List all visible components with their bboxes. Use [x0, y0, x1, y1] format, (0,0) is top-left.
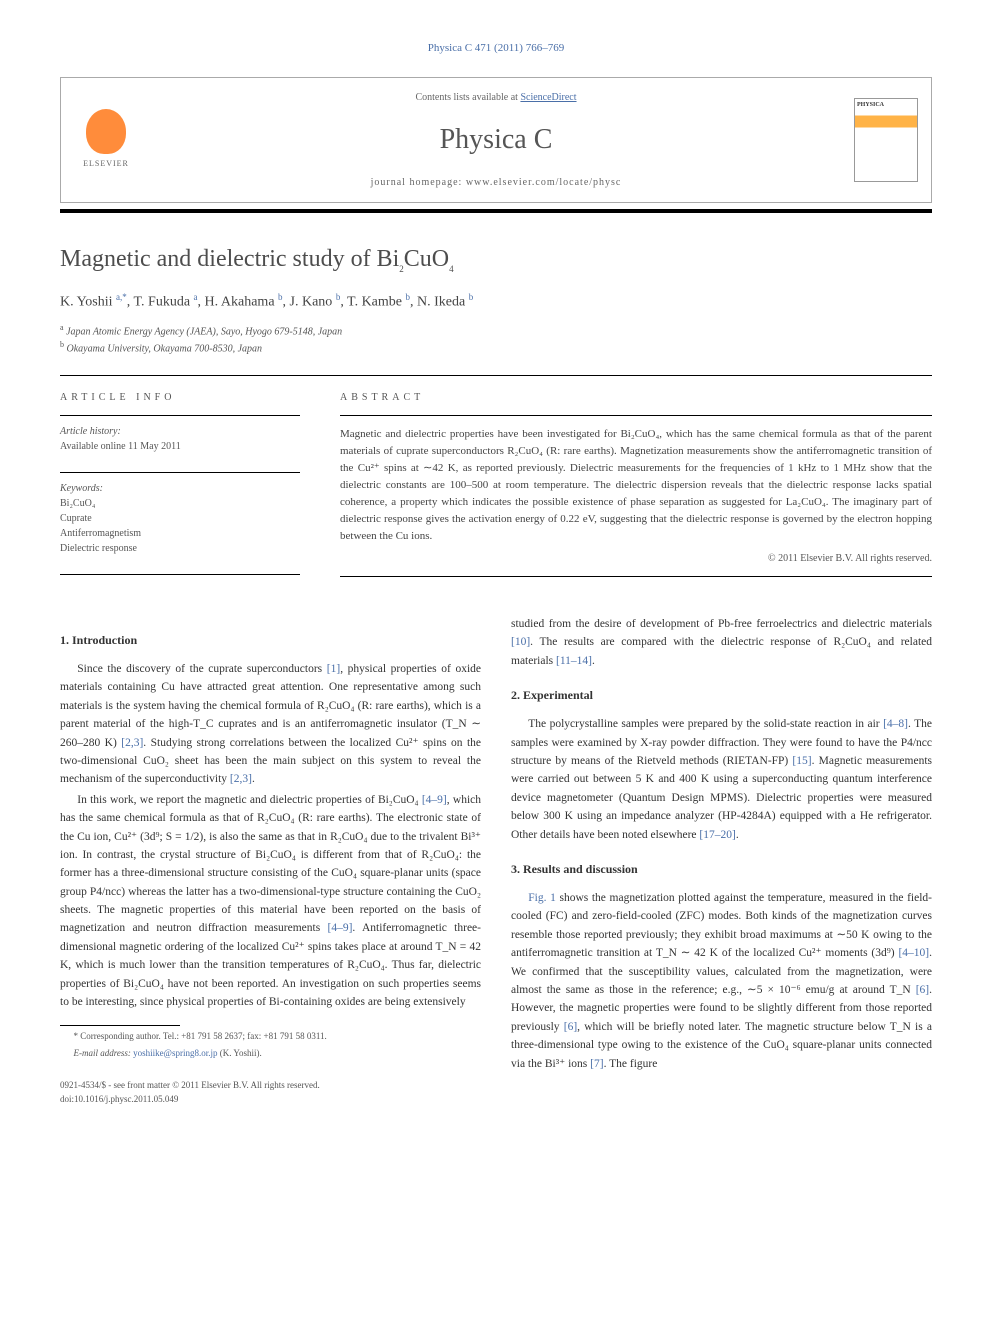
results-heading: 3. Results and discussion — [511, 860, 932, 879]
email-label: E-mail address: — [74, 1048, 131, 1058]
history-value: Available online 11 May 2011 — [60, 439, 300, 454]
abstract-heading: ABSTRACT — [340, 390, 932, 405]
exp-p1: The polycrystalline samples were prepare… — [511, 715, 932, 844]
elsevier-tree-icon — [86, 109, 126, 154]
elsevier-logo: ELSEVIER — [76, 105, 136, 175]
front-matter: 0921-4534/$ - see front matter © 2011 El… — [60, 1078, 320, 1092]
affiliations: a Japan Atomic Energy Agency (JAEA), Say… — [60, 322, 932, 357]
keyword-2: Antiferromagnetism — [60, 526, 300, 541]
keyword-0: Bi₂CuO₄ — [60, 496, 300, 511]
keyword-3: Dielectric response — [60, 541, 300, 556]
doi: doi:10.1016/j.physc.2011.05.049 — [60, 1092, 320, 1106]
masthead: ELSEVIER Contents lists available at Sci… — [60, 77, 932, 203]
sciencedirect-link[interactable]: ScienceDirect — [520, 92, 576, 103]
body-columns: 1. Introduction Since the discovery of t… — [60, 615, 932, 1107]
intro-p2: In this work, we report the magnetic and… — [60, 791, 481, 1012]
intro-p1: Since the discovery of the cuprate super… — [60, 660, 481, 789]
footnote-rule — [60, 1025, 180, 1026]
thick-rule — [60, 209, 932, 213]
homepage-url[interactable]: www.elsevier.com/locate/physc — [466, 177, 622, 188]
elsevier-wordmark: ELSEVIER — [83, 158, 129, 170]
experimental-heading: 2. Experimental — [511, 686, 932, 705]
masthead-center: Contents lists available at ScienceDirec… — [151, 78, 841, 202]
res-p1: Fig. 1 shows the magnetization plotted a… — [511, 889, 932, 1073]
corresponding-author: * Corresponding author. Tel.: +81 791 58… — [60, 1030, 481, 1043]
homepage-prefix: journal homepage: — [371, 177, 466, 188]
affiliation-a-text: Japan Atomic Energy Agency (JAEA), Sayo,… — [66, 326, 342, 337]
affiliation-b-text: Okayama University, Okayama 700-8530, Ja… — [67, 344, 263, 355]
intro-heading: 1. Introduction — [60, 631, 481, 650]
contents-prefix: Contents lists available at — [415, 92, 520, 103]
footer-left: 0921-4534/$ - see front matter © 2011 El… — [60, 1078, 320, 1107]
journal-homepage: journal homepage: www.elsevier.com/locat… — [151, 175, 841, 190]
title-sub2: 4 — [449, 263, 454, 273]
authors-line: K. Yoshii a,*, T. Fukuda a, H. Akahama b… — [60, 291, 932, 313]
header-citation: Physica C 471 (2011) 766–769 — [60, 40, 932, 57]
cover-cell — [841, 78, 931, 202]
publisher-logo-cell: ELSEVIER — [61, 78, 151, 202]
title-pre: Magnetic and dielectric study of Bi — [60, 246, 399, 272]
email-who: (K. Yoshii). — [220, 1048, 262, 1058]
keywords-label: Keywords: — [60, 481, 300, 496]
email-line: E-mail address: yoshiike@spring8.or.jp (… — [60, 1047, 481, 1060]
title-mid: CuO — [404, 246, 449, 272]
abstract-copyright: © 2011 Elsevier B.V. All rights reserved… — [340, 551, 932, 566]
article-info-heading: ARTICLE INFO — [60, 390, 300, 405]
contents-line: Contents lists available at ScienceDirec… — [151, 90, 841, 105]
meta-row: ARTICLE INFO Article history: Available … — [60, 390, 932, 583]
article-history: Article history: Available online 11 May… — [60, 424, 300, 464]
article-title: Magnetic and dielectric study of Bi2CuO4 — [60, 241, 932, 277]
affiliation-a: a Japan Atomic Energy Agency (JAEA), Say… — [60, 322, 932, 339]
keywords-block: Keywords: Bi₂CuO₄ Cuprate Antiferromagne… — [60, 481, 300, 566]
journal-name: Physica C — [151, 119, 841, 161]
abstract-block: ABSTRACT Magnetic and dielectric propert… — [340, 390, 932, 583]
email-link[interactable]: yoshiike@spring8.or.jp — [133, 1048, 217, 1058]
keyword-1: Cuprate — [60, 511, 300, 526]
article-info: ARTICLE INFO Article history: Available … — [60, 390, 300, 583]
history-label: Article history: — [60, 424, 300, 439]
journal-cover-thumb — [854, 98, 918, 182]
meta-rule-top — [60, 375, 932, 376]
affiliation-b: b Okayama University, Okayama 700-8530, … — [60, 339, 932, 356]
intro-p2-cont: studied from the desire of development o… — [511, 615, 932, 670]
abstract-text: Magnetic and dielectric properties have … — [340, 426, 932, 545]
